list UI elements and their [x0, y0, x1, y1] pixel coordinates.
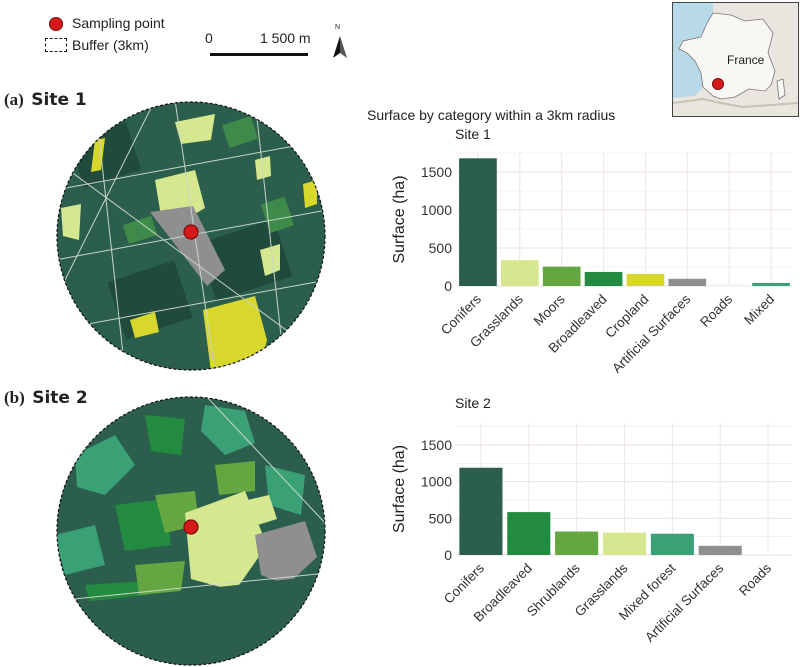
x-tick-label: Roads — [736, 560, 774, 598]
x-tick-label: Conifers — [441, 560, 487, 606]
buffer-icon — [45, 38, 67, 52]
panel-b-site: Site 2 — [32, 388, 88, 408]
inset-map: France — [672, 2, 799, 117]
legend: Sampling point Buffer (3km) — [40, 12, 340, 62]
france-map-icon — [673, 3, 798, 116]
bar-broadleaved — [584, 271, 623, 286]
site2-landcover-map — [56, 396, 326, 666]
legend-sampling-point-label: Sampling point — [72, 15, 165, 31]
y-tick-label: 0 — [444, 278, 452, 294]
y-tick-label: 500 — [429, 240, 453, 256]
site1-landcover-map — [56, 101, 326, 371]
panel-a-letter: (a) — [4, 90, 24, 109]
bar-artificial-surfaces — [668, 278, 707, 286]
bar-mixed — [752, 282, 790, 286]
y-tick-label: 1000 — [421, 202, 452, 218]
chart2-title: Site 2 — [455, 395, 491, 411]
panel-a-label: (a) Site 1 — [4, 90, 87, 110]
scale-start-label: 0 — [205, 30, 213, 46]
y-axis-label: Surface (ha) — [391, 445, 408, 533]
y-tick-label: 0 — [444, 547, 452, 563]
charts-heading: Surface by category within a 3km radius — [367, 107, 616, 123]
bar-conifers — [459, 158, 497, 286]
panel-a-site: Site 1 — [31, 90, 87, 110]
y-tick-label: 1500 — [421, 437, 452, 453]
north-label: N — [335, 24, 341, 31]
chart-site2: 050010001500ConifersBroadleavedShrubland… — [391, 423, 792, 645]
bar-artificial-surfaces — [698, 545, 742, 555]
bar-grasslands — [602, 532, 647, 555]
y-tick-label: 1000 — [421, 474, 452, 490]
scale-bar: 0 1 500 m — [205, 30, 325, 62]
panel-b-label: (b) Site 2 — [4, 388, 88, 408]
bar-moors — [542, 266, 581, 286]
scale-end-label: 1 500 m — [260, 30, 311, 46]
north-arrow: N — [330, 24, 350, 62]
y-tick-label: 1500 — [421, 164, 452, 180]
bar-grasslands — [500, 260, 539, 286]
legend-buffer-label: Buffer (3km) — [72, 37, 149, 53]
north-arrow-icon — [333, 36, 347, 58]
y-tick-label: 500 — [429, 510, 453, 526]
x-tick-label: Artificial Surfaces — [609, 291, 694, 376]
x-tick-label: Roads — [697, 291, 735, 329]
scale-line — [210, 53, 308, 56]
site2-sampling-point — [183, 519, 199, 535]
bar-conifers — [459, 467, 503, 555]
panel-b-letter: (b) — [4, 388, 25, 407]
bar-mixed-forest — [650, 533, 694, 555]
x-tick-label: Mixed — [741, 292, 777, 328]
bar-shrublands — [555, 531, 599, 555]
y-axis-label: Surface (ha) — [391, 175, 408, 263]
bar-cropland — [626, 273, 665, 286]
inset-sampling-point-icon — [712, 78, 724, 90]
x-tick-label: Moors — [531, 291, 568, 328]
chart1-title: Site 1 — [455, 126, 491, 142]
bar-broadleaved — [507, 512, 551, 555]
bar-roads — [710, 284, 749, 286]
sampling-point-icon — [49, 17, 63, 31]
inset-country-label: France — [727, 53, 765, 67]
site1-sampling-point — [183, 224, 199, 240]
